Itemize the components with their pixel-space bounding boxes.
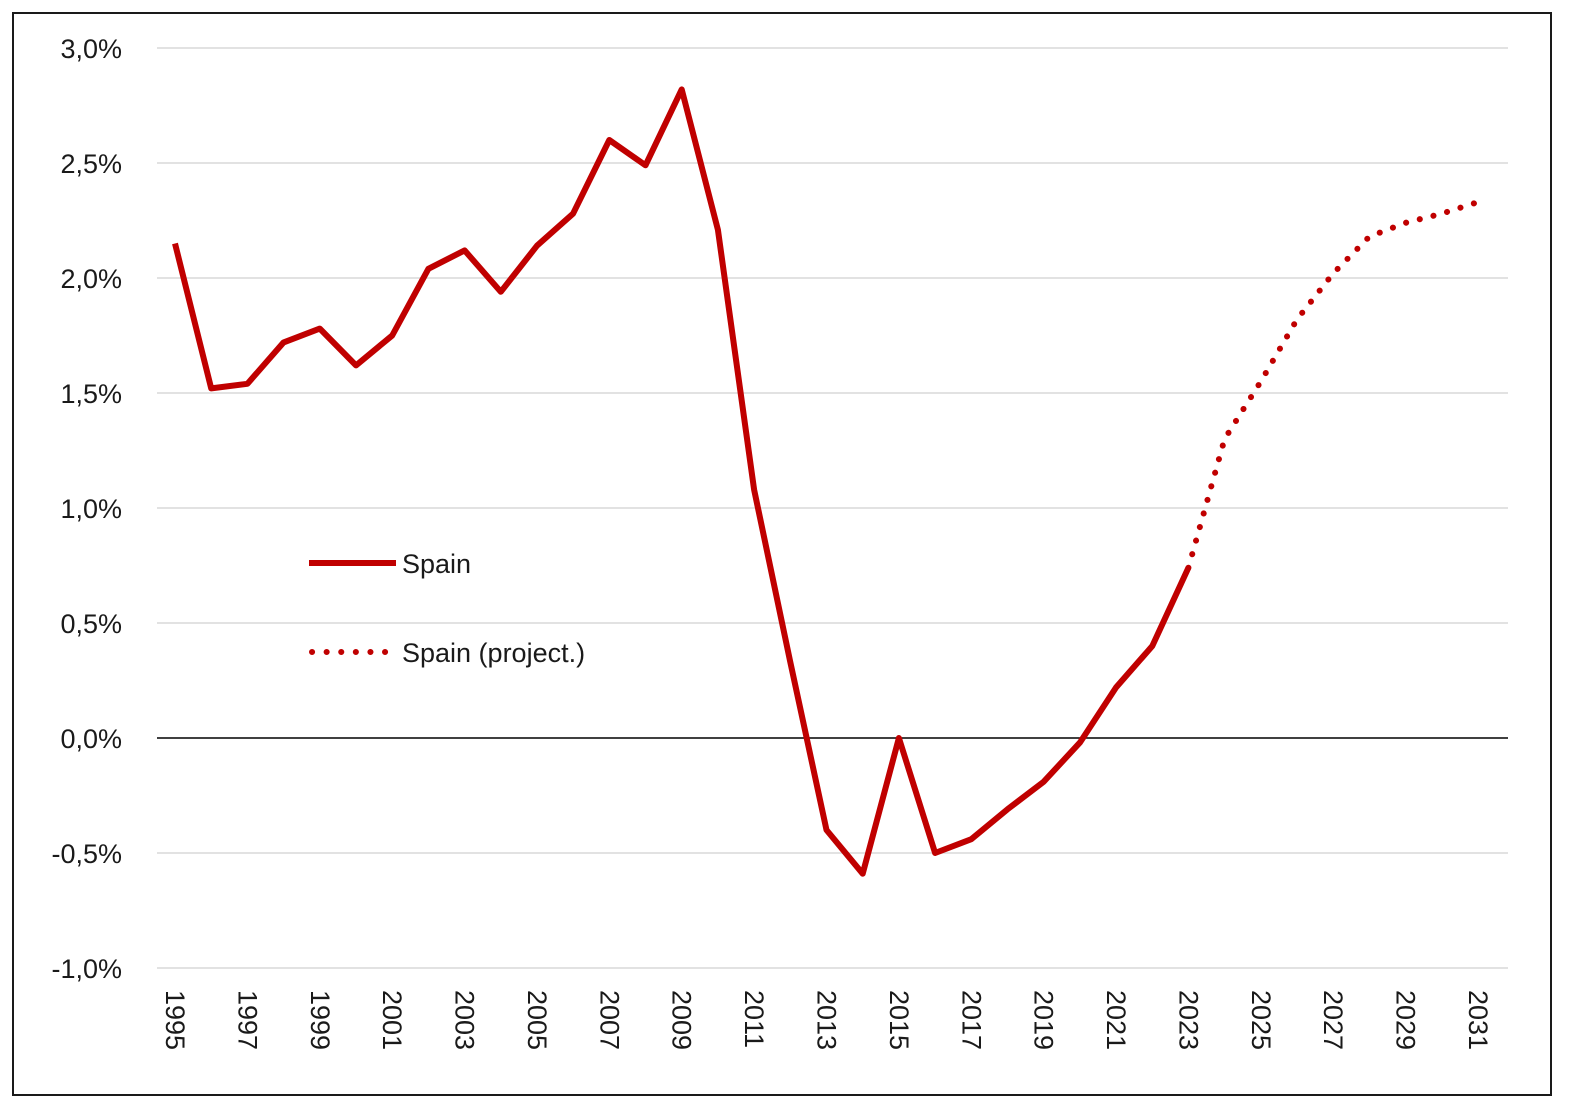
data-point [1475, 199, 1481, 205]
x-tick-label: 2009 [667, 990, 697, 1050]
x-tick-label: 2013 [812, 990, 842, 1050]
x-tick-label: 2027 [1318, 990, 1348, 1050]
x-tick-label: 2001 [377, 990, 407, 1050]
data-point [1185, 565, 1191, 571]
x-tick-label: 1997 [232, 990, 262, 1050]
y-tick-label: 0,0% [60, 724, 122, 754]
y-axis-tick-labels: -1,0% -0,5% 0,0% 0,5% 1,0% 1,5% 2,0% 2,5% 3,0% [51, 34, 122, 984]
data-point [860, 871, 866, 877]
data-point [425, 266, 431, 272]
data-point [534, 243, 540, 249]
data-point [172, 241, 178, 247]
data-point [389, 333, 395, 339]
y-tick-label: -1,0% [51, 954, 122, 984]
data-point [1113, 684, 1119, 690]
x-tick-label: 2017 [956, 990, 986, 1050]
x-tick-label: 2003 [450, 990, 480, 1050]
data-point [968, 836, 974, 842]
x-tick-label: 2011 [739, 990, 769, 1048]
x-tick-label: 2023 [1173, 990, 1203, 1050]
x-tick-label: 2005 [522, 990, 552, 1050]
data-point [787, 659, 793, 665]
data-point [643, 162, 649, 168]
x-tick-label: 1995 [160, 990, 190, 1050]
data-point [1005, 806, 1011, 812]
data-point [896, 735, 902, 741]
data-point [1366, 234, 1372, 240]
y-tick-label: 1,0% [60, 494, 122, 524]
x-tick-label: 2031 [1463, 990, 1493, 1050]
data-point [1222, 436, 1228, 442]
data-point [462, 247, 468, 253]
data-series [172, 86, 1481, 877]
x-tick-label: 2007 [594, 990, 624, 1050]
x-tick-label: 2029 [1391, 990, 1421, 1050]
data-point [570, 211, 576, 217]
data-point [1403, 220, 1409, 226]
y-tick-label: 3,0% [60, 34, 122, 64]
data-point [208, 385, 214, 391]
y-tick-label: -0,5% [51, 839, 122, 869]
data-point [1439, 211, 1445, 217]
x-tick-label: 1999 [305, 990, 335, 1050]
x-tick-label: 2025 [1246, 990, 1276, 1050]
legend: Spain Spain (project.) [309, 549, 585, 668]
x-tick-label: 2021 [1101, 990, 1131, 1050]
data-point [606, 137, 612, 143]
series-line-spain-projection [1185, 199, 1481, 571]
x-axis-tick-labels: 1995 1997 1999 2001 2003 2005 2007 2009 2011 2013… [160, 990, 1493, 1050]
data-point [932, 850, 938, 856]
data-point [824, 827, 830, 833]
y-tick-label: 2,0% [60, 264, 122, 294]
data-point [1041, 779, 1047, 785]
legend-label-spain: Spain [402, 549, 471, 579]
data-point [244, 381, 250, 387]
data-point [1077, 740, 1083, 746]
data-point [1258, 379, 1264, 385]
y-tick-label: 1,5% [60, 379, 122, 409]
legend-label-spain-projection: Spain (project.) [402, 638, 585, 668]
data-point [281, 339, 287, 345]
x-tick-label: 2015 [884, 990, 914, 1050]
data-point [715, 227, 721, 233]
y-tick-label: 2,5% [60, 149, 122, 179]
chart-frame [12, 12, 1552, 1096]
data-point [1294, 316, 1300, 322]
x-tick-label: 2019 [1029, 990, 1059, 1050]
data-point [498, 289, 504, 295]
data-point [1149, 643, 1155, 649]
data-point [353, 362, 359, 368]
y-tick-label: 0,5% [60, 609, 122, 639]
data-point [751, 487, 757, 493]
data-point [1330, 270, 1336, 276]
data-point [679, 86, 685, 92]
series-line-spain [172, 86, 1192, 877]
grid-lines [157, 47, 1508, 969]
data-point [317, 326, 323, 332]
